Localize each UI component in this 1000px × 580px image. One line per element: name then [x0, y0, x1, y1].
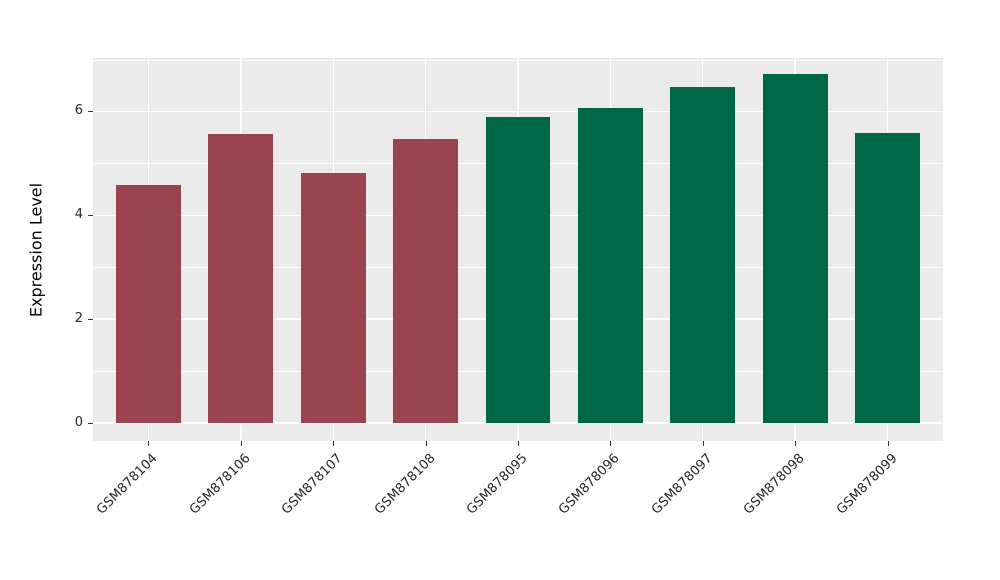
bar-GSM878099: [855, 132, 920, 423]
bar-GSM878095: [485, 116, 551, 423]
y-tick-label: 4: [74, 207, 83, 223]
x-tick-label: GSM878099: [833, 451, 901, 518]
bar-GSM878098: [762, 73, 828, 423]
x-tick-mark: [333, 441, 335, 446]
bar-GSM878096: [578, 107, 643, 423]
x-tick-mark: [425, 441, 427, 446]
y-tick-label: 2: [74, 311, 83, 327]
y-tick-label: 6: [74, 103, 83, 119]
x-tick-mark: [148, 441, 150, 446]
x-tick-mark: [887, 441, 889, 446]
y-tick-mark: [88, 319, 93, 321]
bar-GSM878104: [116, 184, 181, 423]
bar-GSM878106: [208, 133, 274, 423]
bar-GSM878108: [393, 138, 458, 423]
x-tick-mark: [240, 441, 242, 446]
x-tick-mark: [518, 441, 519, 446]
y-tick-mark: [88, 215, 93, 217]
bar-GSM878107: [300, 172, 366, 423]
x-tick-mark: [702, 441, 704, 446]
x-tick-mark: [795, 441, 797, 446]
y-tick-mark: [88, 111, 93, 113]
plot-panel: [93, 58, 943, 441]
y-tick-mark: [88, 422, 93, 424]
x-tick-mark: [610, 441, 612, 446]
y-axis-title: Expression Level: [26, 182, 46, 318]
bar-GSM878097: [670, 86, 736, 423]
y-tick-label: 0: [74, 414, 83, 430]
